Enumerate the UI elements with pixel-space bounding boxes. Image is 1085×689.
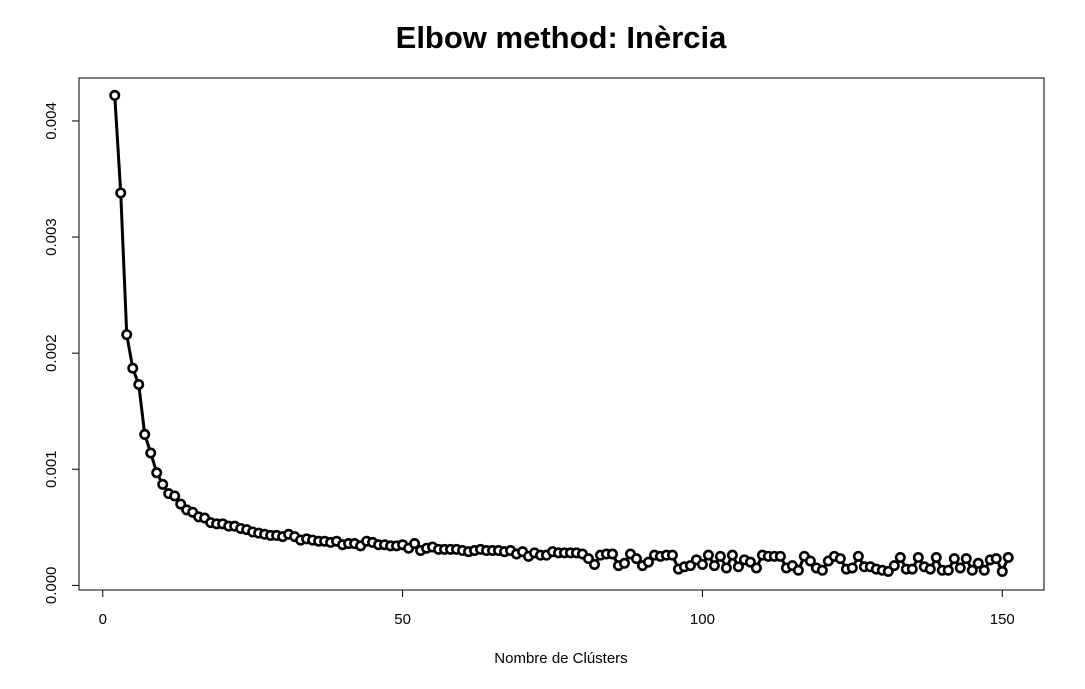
point (702, 549, 714, 561)
point (618, 557, 630, 569)
point (109, 89, 121, 101)
y-tick-label: 0.004 (43, 102, 60, 140)
point (888, 560, 900, 572)
point (816, 564, 828, 576)
point (750, 562, 762, 574)
point (1002, 551, 1014, 563)
y-tick-label: 0.000 (43, 567, 60, 605)
point (966, 564, 978, 576)
point (630, 553, 642, 565)
point (139, 428, 151, 440)
point (834, 553, 846, 565)
y-tick-label: 0.003 (43, 218, 60, 256)
point (606, 548, 618, 560)
point (948, 553, 960, 565)
point (924, 563, 936, 575)
point (642, 556, 654, 568)
point (169, 490, 181, 502)
point (726, 549, 738, 561)
y-tick-label: 0.002 (43, 334, 60, 372)
point (588, 558, 600, 570)
point (894, 551, 906, 563)
x-tick-label: 50 (394, 611, 411, 628)
point (930, 551, 942, 563)
point (996, 565, 1008, 577)
x-tick-label: 0 (99, 611, 107, 628)
point (792, 564, 804, 576)
point (714, 550, 726, 562)
point (121, 329, 133, 341)
point (133, 379, 145, 391)
chart-title: Elbow method: Inèrcia (396, 20, 727, 55)
point (960, 553, 972, 565)
y-tick-label: 0.001 (43, 450, 60, 488)
point (990, 553, 1002, 565)
point (157, 478, 169, 490)
series-line (113, 95, 1010, 576)
point (115, 187, 127, 199)
point (720, 562, 732, 574)
point (666, 549, 678, 561)
point (972, 557, 984, 569)
x-tick-label: 100 (690, 611, 715, 628)
point (774, 550, 786, 562)
point (852, 550, 864, 562)
point (409, 538, 421, 550)
point (978, 564, 990, 576)
x-tick-label: 150 (990, 611, 1015, 628)
point (127, 362, 139, 374)
point (846, 562, 858, 574)
point (912, 551, 924, 563)
point (804, 555, 816, 567)
point (942, 564, 954, 576)
point (708, 560, 720, 572)
x-axis-label: Nombre de Clústers (494, 650, 627, 667)
point (906, 563, 918, 575)
plot-box (78, 77, 1045, 591)
point (732, 561, 744, 573)
point (151, 467, 163, 479)
point (145, 447, 157, 459)
point (696, 558, 708, 570)
point (954, 562, 966, 574)
